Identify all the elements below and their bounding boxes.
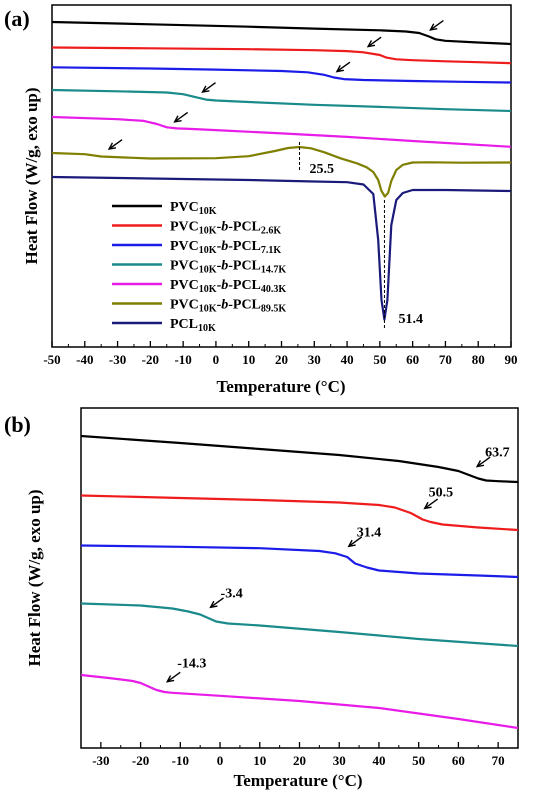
x-tick-label: 0 xyxy=(213,352,220,367)
tg-arrow-a-0 xyxy=(429,19,444,31)
legend-item-label: PVC10K-b-PCL89.5K xyxy=(170,298,286,315)
x-tick-label: -10 xyxy=(172,753,189,768)
series-line-a-0 xyxy=(52,20,511,46)
tg-arrow-b-1-head xyxy=(423,501,432,510)
x-tick-label: 70 xyxy=(492,753,505,768)
x-tick-label: -10 xyxy=(174,352,191,367)
tg-arrow-b-2-head xyxy=(347,539,356,548)
x-tick-label: 50 xyxy=(373,352,386,367)
panel-b-x-axis-title: Temperature (°C) xyxy=(233,771,362,790)
x-tick-label: 10 xyxy=(242,352,255,367)
x-tick-label: 20 xyxy=(293,753,306,768)
tg-arrow-b-4-head xyxy=(165,675,175,683)
x-tick-label: 60 xyxy=(452,753,465,768)
series-line-a-2 xyxy=(52,66,511,84)
x-tick-label: 50 xyxy=(412,753,425,768)
tg-arrow-a-4 xyxy=(174,111,189,123)
panel-b-x-axis: -30 -20 -10 0 10 20 30 40 50 60 70 xyxy=(92,742,505,768)
x-tick-label: 40 xyxy=(372,753,385,768)
series-line-b-2 xyxy=(81,544,518,579)
legend-item-label: PVC10K-b-PCL7.1K xyxy=(170,239,281,256)
series-line-b-0 xyxy=(81,434,518,484)
tg-arrow-a-4-head xyxy=(173,115,182,123)
panel-a-y-axis-title: Heat Flow (W/g, exo up) xyxy=(22,87,41,264)
x-tick-label: 40 xyxy=(341,352,354,367)
panel-a-label: (a) xyxy=(4,6,30,31)
series-line-a-3 xyxy=(52,88,511,113)
panel-a-legend: PVC10K PVC10K-b-PCL2.6K PVC10K-b-PCL7.1K PV… xyxy=(112,200,286,334)
legend-item-label: PVC10K-b-PCL2.6K xyxy=(170,220,281,237)
annotation-label: 51.4 xyxy=(398,312,423,327)
tg-arrow-a-5-head xyxy=(107,142,117,150)
panel-a-annotations: 25.5 51.4 xyxy=(107,19,444,330)
tg-arrow-a-2 xyxy=(336,61,351,73)
x-tick-label: 10 xyxy=(253,753,266,768)
series-line-a-6 xyxy=(52,175,511,321)
x-tick-label: 90 xyxy=(505,352,518,367)
series-line-a-4 xyxy=(52,115,511,148)
tg-arrow-b-1 xyxy=(424,498,439,509)
x-tick-label: 30 xyxy=(308,352,321,367)
series-line-b-4 xyxy=(81,673,518,730)
series-line-a-1 xyxy=(52,46,511,65)
panel-a-plot-frame xyxy=(51,4,512,348)
tg-arrow-b-4 xyxy=(166,671,181,683)
annotation-label: -14.3 xyxy=(177,657,206,672)
x-tick-label: 30 xyxy=(333,753,346,768)
tg-arrow-a-5 xyxy=(108,139,123,150)
tg-arrow-a-0-head xyxy=(429,23,438,31)
x-tick-label: 80 xyxy=(472,352,485,367)
panel-b-label: (b) xyxy=(4,412,31,437)
panel-b-curves xyxy=(81,434,518,730)
series-line-b-1 xyxy=(81,494,518,532)
tg-arrow-a-1-head xyxy=(366,40,376,48)
tg-arrow-b-3 xyxy=(210,597,224,608)
annotation-label: 50.5 xyxy=(429,485,454,500)
tg-arrow-a-3-head xyxy=(201,85,210,94)
x-tick-label: -20 xyxy=(142,352,159,367)
series-line-b-3 xyxy=(81,602,518,648)
panel-b-annotations: 63.7 50.5 31.4 -3.4 -14.3 xyxy=(165,446,510,683)
x-tick-label: -20 xyxy=(132,753,149,768)
panel-a-x-axis: -50 -40 -30 -20 -10 0 10 20 30 40 50 60 70 80 90 xyxy=(43,341,518,367)
x-tick-label: -40 xyxy=(76,352,93,367)
panel-a-x-axis-title: Temperature (°C) xyxy=(216,377,345,396)
tg-arrow-a-3 xyxy=(202,82,216,93)
x-tick-label: 0 xyxy=(217,753,224,768)
annotation-label: -3.4 xyxy=(221,586,243,601)
panel-a-curves xyxy=(52,20,511,321)
annotation-label: 25.5 xyxy=(310,162,335,177)
x-tick-label: -50 xyxy=(43,352,60,367)
tg-arrow-b-3-head xyxy=(209,600,218,609)
annotation-label: 31.4 xyxy=(357,525,382,540)
panel-b-plot-frame xyxy=(80,407,519,749)
tg-arrow-a-2-head xyxy=(335,65,344,73)
x-tick-label: 70 xyxy=(439,352,452,367)
legend-item-label: PCL10K xyxy=(170,317,216,334)
x-tick-label: 60 xyxy=(406,352,419,367)
legend-item-label: PVC10K-b-PCL14.7K xyxy=(170,259,286,276)
legend-item-label: PVC10K-b-PCL40.3K xyxy=(170,278,286,295)
annotation-label: 63.7 xyxy=(485,446,510,461)
panel-b-y-axis-title: Heat Flow (W/g, exo up) xyxy=(25,489,44,666)
series-line-a-5 xyxy=(52,145,511,198)
tg-arrow-a-1 xyxy=(367,36,382,48)
x-tick-label: 20 xyxy=(275,352,288,367)
tg-arrow-b-2 xyxy=(348,536,363,547)
tg-arrow-b-0-head xyxy=(475,460,485,468)
x-tick-label: -30 xyxy=(109,352,126,367)
tg-arrow-b-0 xyxy=(476,456,491,468)
legend-item-label: PVC10K xyxy=(170,200,217,217)
x-tick-label: -30 xyxy=(92,753,109,768)
